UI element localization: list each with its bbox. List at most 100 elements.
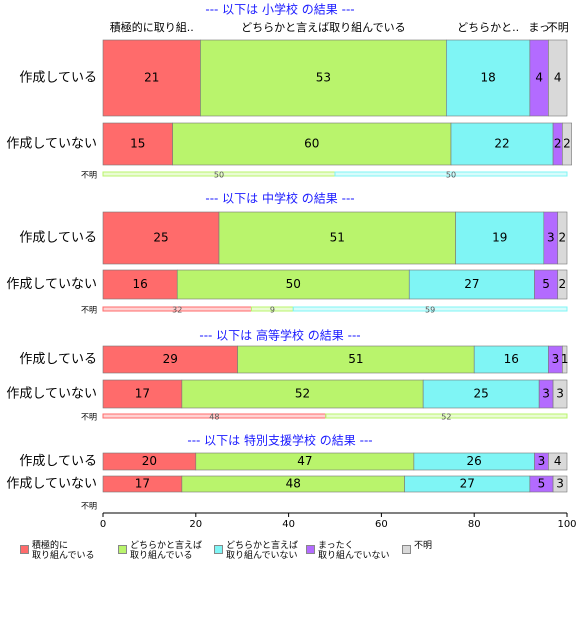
data-label: 52 — [441, 413, 451, 422]
data-label: 3 — [552, 352, 560, 366]
bar-segment — [200, 39, 447, 117]
data-label: 26 — [467, 454, 482, 468]
data-label: 2 — [559, 277, 567, 291]
row-label: 作成していない — [6, 137, 97, 152]
x-tick-label: 20 — [189, 519, 202, 530]
data-label: 3 — [538, 454, 546, 468]
data-label: 19 — [492, 231, 507, 245]
bar-segment — [176, 269, 410, 300]
legend-label: どちらかと言えば 取り組んでいる — [130, 541, 203, 561]
panel-title: --- 以下は 小学校 の結果 --- — [205, 2, 354, 17]
data-label: 2 — [559, 231, 567, 245]
row-label: 作成している — [19, 352, 97, 367]
header-label: どちらかと言えば取り組んでいる — [241, 21, 405, 34]
panel-title: --- 以下は 中学校 の結果 --- — [205, 191, 354, 206]
bar-segment — [408, 269, 535, 300]
data-label: 16 — [132, 277, 147, 291]
data-label: 25 — [474, 387, 489, 401]
bar-segment — [102, 39, 201, 117]
bar-segment — [422, 379, 540, 409]
data-label: 3 — [556, 387, 564, 401]
header-label: どちらかと.. — [457, 21, 519, 34]
data-label: 15 — [130, 137, 145, 151]
x-tick-label: 60 — [375, 519, 388, 530]
bar-segment — [548, 452, 568, 471]
bar-segment — [450, 122, 554, 166]
row-label: 不明 — [81, 171, 97, 180]
legend-label: まったく 取り組んでいない — [318, 541, 390, 561]
data-label: 47 — [297, 454, 312, 468]
row-label: 不明 — [81, 306, 97, 315]
data-label: 25 — [153, 231, 168, 245]
row-label: 作成している — [19, 71, 97, 86]
bar-segment — [102, 122, 173, 166]
row-label: 作成している — [19, 454, 97, 469]
panel-title: --- 以下は 高等学校 の結果 --- — [199, 328, 360, 343]
data-label: 27 — [460, 477, 475, 491]
data-label: 51 — [348, 352, 363, 366]
legend-swatch — [20, 545, 29, 554]
legend-label: 不明 — [414, 541, 433, 551]
data-label: 32 — [172, 306, 182, 315]
legend-swatch — [118, 545, 127, 554]
data-label: 4 — [554, 71, 562, 85]
bar-segment — [557, 269, 568, 300]
data-label: 21 — [144, 71, 159, 85]
bar-segment — [473, 345, 549, 374]
data-label: 2 — [563, 137, 571, 151]
bar-segment — [557, 211, 568, 265]
data-label: 22 — [494, 137, 509, 151]
data-label: 4 — [535, 71, 543, 85]
bar-segment — [548, 39, 568, 117]
bar-segment — [102, 379, 183, 409]
bar-segment — [325, 413, 568, 419]
row-label: 作成している — [19, 231, 97, 246]
data-label: 48 — [286, 477, 301, 491]
bar-segment — [102, 211, 220, 265]
data-label: 59 — [425, 306, 435, 315]
data-label: 51 — [330, 231, 345, 245]
data-label: 5 — [542, 277, 550, 291]
data-label: 1 — [561, 352, 569, 366]
x-tick-label: 40 — [282, 519, 295, 530]
bar-segment — [562, 122, 572, 166]
header-label: 積極的に取り組.. — [110, 20, 194, 34]
data-label: 27 — [464, 277, 479, 291]
row-label: 不明 — [81, 413, 97, 422]
data-label: 20 — [142, 454, 157, 468]
data-label: 48 — [209, 413, 219, 422]
data-label: 4 — [554, 454, 562, 468]
row-label: 不明 — [81, 502, 97, 511]
header-label: まっ — [528, 21, 550, 34]
bar-segment — [102, 269, 178, 300]
x-tick-label: 100 — [557, 519, 576, 530]
data-label: 50 — [286, 277, 301, 291]
bar-segment — [218, 211, 456, 265]
header-label: 不明 — [547, 21, 569, 34]
data-label: 18 — [480, 71, 495, 85]
panel-title: --- 以下は 特別支援学校 の結果 --- — [187, 433, 372, 448]
legend-label: どちらかと言えば 取り組んでいない — [226, 541, 299, 561]
x-tick-label: 0 — [100, 519, 106, 530]
data-label: 53 — [316, 71, 331, 85]
row-label: 作成していない — [6, 277, 97, 292]
data-label: 16 — [504, 352, 519, 366]
data-label: 52 — [295, 387, 310, 401]
data-label: 3 — [547, 231, 555, 245]
bar-segment — [562, 345, 568, 374]
bar-segment — [292, 306, 568, 312]
data-label: 5 — [538, 477, 546, 491]
bar-segment — [446, 39, 531, 117]
data-label: 29 — [163, 352, 178, 366]
bar-segment — [552, 379, 568, 409]
x-tick-label: 80 — [468, 519, 481, 530]
bar-segment — [334, 171, 568, 177]
data-label: 17 — [135, 477, 150, 491]
bar-segment — [181, 379, 424, 409]
bar-segment — [455, 211, 545, 265]
data-label: 9 — [270, 306, 275, 315]
bar-segment — [237, 345, 475, 374]
row-label: 作成していない — [6, 477, 97, 492]
